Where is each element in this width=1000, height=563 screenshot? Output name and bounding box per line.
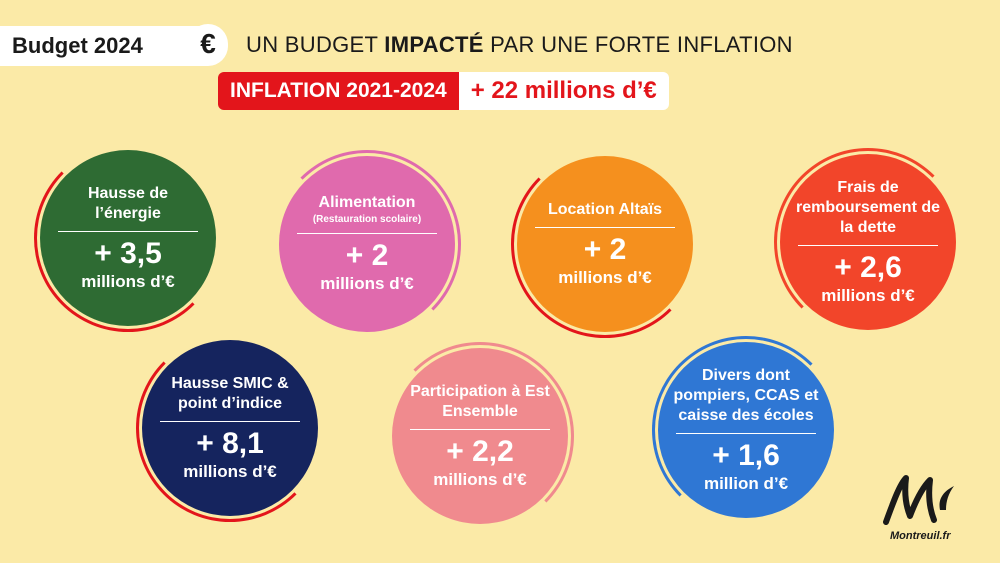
bubble-arc [774, 148, 962, 336]
headline-pre: UN BUDGET [246, 32, 385, 57]
bubble-divers: Divers dont pompiers, CCAS et caisse des… [652, 336, 840, 524]
bubble-subtitle: (Restauration scolaire) [312, 214, 422, 225]
bubble-debt: Frais de remboursement de la dette + 2,6… [774, 148, 962, 336]
bubble-amount: + 2 [345, 239, 389, 272]
logo-url: Montreuil.fr [890, 530, 951, 542]
bubble-title: Hausse de l’énergie [87, 184, 169, 222]
bubble-amount: + 2,6 [834, 250, 902, 284]
bubble-est-ensemble: Participation à Est Ensemble + 2,2 milli… [386, 342, 574, 530]
bubble-divider [535, 226, 675, 228]
bubble-divider [798, 244, 938, 246]
bubble-food: Alimentation (Restauration scolaire) + 2… [273, 150, 461, 338]
bubble-divider [410, 428, 550, 430]
bubble-title: Divers dont pompiers, CCAS et caisse des… [673, 366, 819, 424]
bubble-smic: Hausse SMIC & point d’indice + 8,1 milli… [136, 334, 324, 522]
bubble-title: Location Altaïs [547, 200, 663, 218]
bubble-amount: + 2,2 [446, 434, 514, 468]
bubble-energy: Hausse de l’énergie + 3,5 millions d’€ [34, 144, 222, 332]
bubble-amount: + 1,6 [712, 438, 780, 472]
bubble-title: Participation à Est Ensemble [410, 382, 550, 420]
bubble-divider [676, 432, 816, 434]
bubble-unit: millions d’€ [558, 267, 652, 287]
headline: UN BUDGET IMPACTÉ PAR UNE FORTE INFLATIO… [246, 32, 793, 58]
bubble-unit: millions d’€ [81, 271, 175, 291]
bubble-amount: + 8,1 [196, 426, 264, 460]
bubble-title: Hausse SMIC & point d’indice [171, 374, 289, 412]
headline-bold: IMPACTÉ [384, 32, 484, 57]
bubble-amount: + 2 [583, 232, 627, 266]
bubble-unit: millions d’€ [183, 461, 277, 481]
bubble-unit: million d’€ [703, 473, 789, 493]
budget-badge-label: Budget 2024 [12, 33, 143, 58]
bubble-arc [273, 150, 461, 338]
euro-icon: € [188, 24, 228, 64]
inflation-label: INFLATION 2021-2024 [218, 72, 459, 110]
bubble-arc [386, 342, 574, 530]
bubble-title: Alimentation [318, 194, 416, 211]
headline-post: PAR UNE FORTE INFLATION [483, 32, 793, 57]
bubble-arc [136, 334, 324, 522]
bubble-divider [297, 233, 437, 234]
bubble-unit: millions d’€ [320, 274, 414, 293]
bubble-divider [58, 230, 198, 232]
montreuil-logo-mark-icon [883, 475, 954, 525]
montreuil-logo: Montreuil.fr [880, 470, 970, 550]
bubble-unit: millions d’€ [433, 469, 527, 489]
bubble-arc [34, 144, 222, 332]
bubble-amount: + 3,5 [94, 236, 162, 270]
inflation-value: + 22 millions d’€ [458, 72, 669, 110]
bubble-unit: millions d’€ [821, 285, 915, 305]
inflation-banner: INFLATION 2021-2024 + 22 millions d’€ [218, 72, 669, 110]
bubble-arc [652, 336, 840, 524]
bubble-divider [160, 420, 300, 422]
bubble-location: Location Altaïs + 2 millions d’€ [511, 150, 699, 338]
bubble-arc [511, 150, 699, 338]
bubble-title: Frais de remboursement de la dette [795, 178, 941, 236]
